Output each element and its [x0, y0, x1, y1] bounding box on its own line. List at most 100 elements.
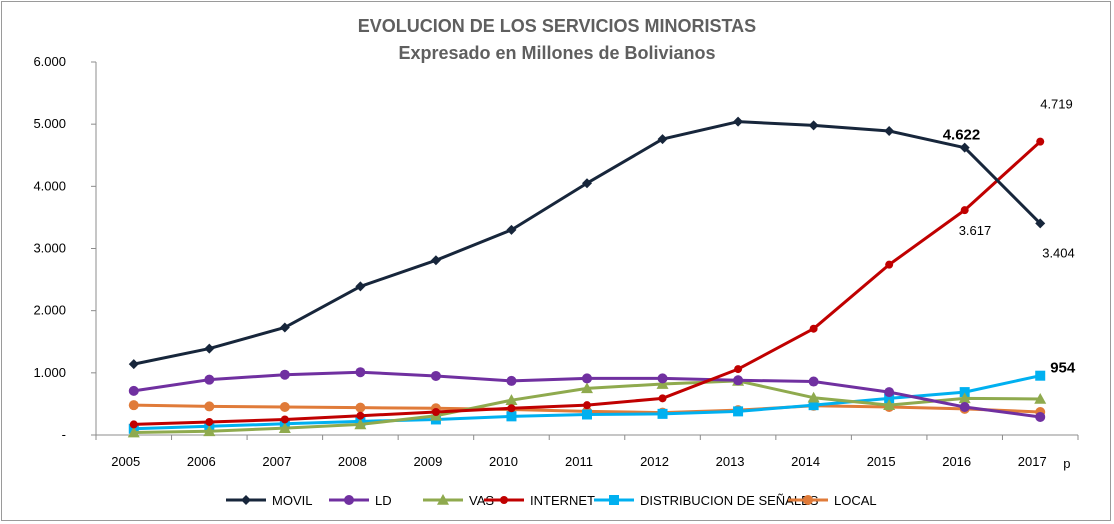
data-point-internet	[356, 411, 365, 420]
data-point-distribucion-de-se-ales	[657, 408, 668, 419]
data-point-vas	[203, 425, 216, 437]
data-point-internet	[280, 415, 289, 424]
legend-marker-ld	[344, 495, 354, 505]
x-tick-label: 2008	[338, 454, 367, 469]
legend-marker-local	[803, 495, 813, 505]
x-tick-label: 2014	[791, 454, 820, 469]
data-point-internet	[507, 404, 516, 413]
data-point-distribucion-de-se-ales	[884, 393, 895, 404]
data-point-vas	[127, 426, 140, 438]
data-point-distribucion-de-se-ales	[808, 400, 819, 411]
data-point-internet	[583, 401, 591, 410]
data-point-local	[128, 400, 139, 411]
legend-label-movil: MOVIL	[272, 493, 312, 508]
data-point-local	[355, 402, 366, 413]
x-suffix-note: p	[1063, 456, 1070, 471]
legend-label-ld: LD	[375, 493, 392, 508]
y-tick-label: 5.000	[33, 116, 66, 131]
legend-marker-distribucion-de-se-ales	[609, 495, 619, 505]
data-point-vas	[883, 399, 896, 410]
data-point-ld	[128, 385, 139, 396]
data-point-internet	[1036, 137, 1045, 146]
data-point-movil	[733, 116, 744, 127]
data-label: 4.622	[943, 127, 981, 144]
data-label: 3.404	[1042, 245, 1075, 260]
data-point-local	[279, 402, 290, 413]
data-point-movil	[204, 343, 215, 354]
data-point-internet	[129, 420, 138, 429]
data-point-vas	[354, 418, 367, 430]
x-tick-label: 2017	[1018, 454, 1047, 469]
data-point-movil	[128, 359, 139, 370]
data-point-ld	[355, 367, 366, 378]
legend-label-vas: VAS	[469, 493, 494, 508]
chart-title: EVOLUCION DE LOS SERVICIOS MINORISTAS	[357, 16, 757, 36]
data-point-distribucion-de-se-ales	[506, 411, 517, 422]
data-point-internet	[431, 407, 440, 416]
y-tick-label: 3.000	[33, 241, 66, 256]
data-point-ld	[279, 369, 290, 380]
data-point-movil	[430, 255, 441, 266]
x-tick-label: 2016	[942, 454, 971, 469]
data-point-ld	[582, 373, 592, 384]
x-tick-label: 2015	[867, 454, 896, 469]
data-point-vas	[505, 394, 518, 405]
y-tick-label: 4.000	[33, 178, 66, 193]
data-point-movil	[884, 126, 895, 137]
x-tick-label: 2010	[489, 454, 518, 469]
data-point-distribucion-de-se-ales	[582, 409, 592, 420]
data-point-internet	[205, 417, 214, 426]
y-tick-label: 6.000	[33, 54, 66, 69]
legend-marker-internet	[500, 496, 508, 504]
y-tick-label: 1.000	[33, 365, 66, 380]
legend-label-local: LOCAL	[834, 493, 877, 508]
x-tick-label: 2007	[262, 454, 291, 469]
data-label: 4.719	[1040, 97, 1073, 112]
data-point-ld	[808, 376, 819, 387]
legend-label-distribucion-de-se-ales: DISTRIBUCION DE SEÑALES	[640, 493, 819, 508]
y-tick-label: 2.000	[33, 303, 66, 318]
data-point-ld	[657, 373, 668, 384]
data-point-distribucion-de-se-ales	[959, 387, 970, 398]
data-point-movil	[657, 134, 668, 145]
data-point-internet	[734, 365, 743, 374]
x-tick-label: 2011	[565, 454, 593, 469]
data-point-internet	[885, 260, 894, 269]
chart-subtitle: Expresado en Millones de Bolivianos	[398, 43, 716, 63]
series-line-movil	[133, 120, 1042, 366]
data-point-vas	[581, 382, 593, 394]
data-point-movil	[959, 142, 970, 153]
data-point-ld	[733, 375, 744, 386]
data-point-internet	[658, 394, 667, 403]
data-point-ld	[506, 375, 517, 386]
legend-label-internet: INTERNET	[530, 493, 595, 508]
data-label: 3.617	[959, 223, 992, 238]
data-label: 954	[1050, 360, 1076, 377]
legend-marker-vas	[437, 494, 449, 505]
data-point-movil	[355, 281, 366, 292]
data-point-local	[204, 401, 215, 412]
x-tick-label: 2009	[413, 454, 442, 469]
data-point-ld	[204, 374, 215, 385]
x-tick-label: 2012	[640, 454, 669, 469]
data-point-distribucion-de-se-ales	[733, 406, 744, 417]
legend-marker-movil	[241, 495, 251, 505]
data-point-movil	[506, 224, 517, 235]
data-point-vas	[807, 391, 820, 403]
data-point-movil	[582, 178, 592, 189]
data-point-movil	[808, 120, 819, 131]
data-point-movil	[1035, 218, 1046, 229]
data-point-ld	[1035, 411, 1046, 422]
x-tick-label: 2013	[716, 454, 745, 469]
data-point-internet	[809, 324, 818, 333]
x-tick-label: 2005	[111, 454, 140, 469]
data-point-ld	[959, 402, 970, 413]
data-point-vas	[958, 392, 971, 404]
data-point-vas	[278, 422, 291, 433]
data-point-vas	[1034, 392, 1047, 404]
data-point-ld	[884, 387, 895, 398]
data-point-distribucion-de-se-ales	[1035, 370, 1046, 381]
x-tick-label: 2006	[187, 454, 216, 469]
